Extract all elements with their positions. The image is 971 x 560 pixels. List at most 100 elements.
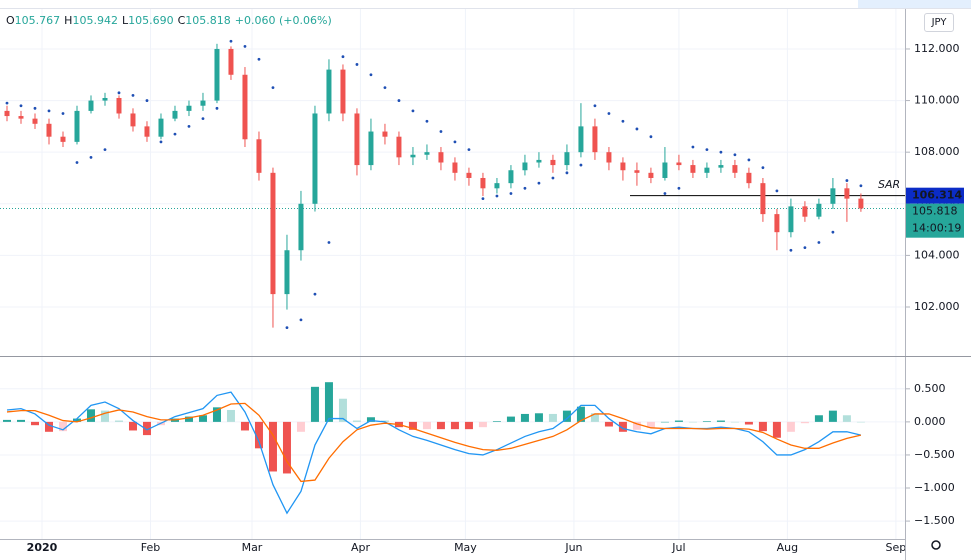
price-line-label: 106.314 <box>912 189 962 202</box>
histogram-bar <box>142 421 151 436</box>
sar-dot <box>579 163 583 167</box>
histogram-bar <box>730 421 739 423</box>
histogram-bar <box>492 421 501 422</box>
candle-body <box>648 172 654 178</box>
histogram-bar <box>366 417 375 422</box>
candle-body <box>228 48 234 75</box>
currency-button[interactable]: JPY <box>924 13 954 32</box>
signal-line <box>6 402 862 483</box>
histogram-bar <box>268 421 277 472</box>
sar-dot <box>131 94 135 97</box>
histogram-bar <box>408 421 417 430</box>
candle-body <box>270 172 276 295</box>
sar-dot <box>173 132 177 136</box>
sar-dot <box>215 106 219 110</box>
y-tick-label: 0.500 <box>914 382 946 395</box>
countdown-label: 14:00:19 <box>912 222 961 235</box>
candle-body <box>60 136 66 142</box>
candle-body <box>326 69 332 114</box>
candle-body <box>676 162 682 166</box>
histogram-bar <box>114 420 123 422</box>
candle-body <box>18 116 24 119</box>
sar-dot <box>313 292 317 296</box>
candle-body <box>704 167 710 173</box>
histogram-bar <box>240 421 249 431</box>
candle-body <box>634 170 640 173</box>
sar-dot <box>607 112 611 115</box>
y-tick-label: −1.500 <box>914 514 955 527</box>
sar-dot <box>89 155 93 159</box>
last-price-tag <box>906 203 964 238</box>
candle-body <box>88 100 94 111</box>
ohlc-value: 105.818 <box>185 14 231 27</box>
sar-dot <box>817 241 821 244</box>
candle-body <box>158 118 164 137</box>
candle-body <box>746 172 752 184</box>
x-tick-label: May <box>454 541 477 554</box>
sar-dot <box>61 112 65 115</box>
candle-body <box>578 126 584 153</box>
histogram-bar <box>786 421 795 432</box>
histogram-bar <box>674 420 683 422</box>
histogram-bar <box>506 416 515 422</box>
histogram-bar <box>772 421 781 438</box>
sar-dot <box>859 184 863 188</box>
sar-dot <box>369 73 373 77</box>
settings-icon[interactable] <box>931 540 941 550</box>
histogram-bar <box>296 421 305 432</box>
x-tick-label: 2020 <box>27 541 58 554</box>
candle-body <box>536 159 542 163</box>
candle-body <box>522 162 528 171</box>
candle-body <box>32 118 38 124</box>
histogram-bar <box>282 421 291 474</box>
candle-body <box>46 123 52 137</box>
x-tick-label: Mar <box>242 541 263 554</box>
candle-body <box>256 139 262 173</box>
ohlc-value: 105.767 <box>14 14 61 27</box>
sar-dot <box>411 109 415 113</box>
y-tick-label: 104.000 <box>914 248 960 261</box>
sar-dot <box>467 148 471 151</box>
sar-dot <box>523 186 527 190</box>
candle-body <box>858 198 864 209</box>
candle-body <box>662 162 668 178</box>
sar-dot <box>299 318 303 322</box>
y-tick-label: 102.000 <box>914 300 960 313</box>
histogram-bar <box>800 421 809 424</box>
candle-body <box>452 162 458 173</box>
toolbar-button[interactable] <box>858 0 971 8</box>
histogram-bar <box>856 421 865 423</box>
y-tick-label: −0.500 <box>914 448 955 461</box>
sar-dot <box>719 150 723 154</box>
histogram-bar <box>254 421 263 449</box>
ohlc-label: O <box>6 14 15 27</box>
sar-dot <box>425 119 429 123</box>
plot-layer: 2020 Feb Mar Apr May Jun Jul Aug Sep 102.000 104.0… <box>0 9 964 554</box>
candle-body <box>144 126 150 137</box>
candle-body <box>382 131 388 137</box>
sar-dot <box>229 39 233 43</box>
histogram-bar <box>450 421 459 430</box>
histogram-bar <box>380 420 389 422</box>
ohlc-header: O105.767 H105.942 L105.690 C105.818 +0.060 (… <box>6 14 336 27</box>
candle-body <box>424 152 430 155</box>
histogram-bar <box>100 410 109 422</box>
histogram-bar <box>2 419 11 422</box>
ohlc-label: H <box>64 14 73 27</box>
candle-body <box>592 126 598 153</box>
sar-dot <box>761 166 765 170</box>
candle-body <box>298 203 304 251</box>
x-tick-label: Apr <box>351 541 371 554</box>
histogram-bar <box>646 421 655 428</box>
gear[interactable] <box>931 540 941 550</box>
histogram-bar <box>86 409 95 422</box>
sar-dot <box>537 181 541 185</box>
candle-body <box>480 177 486 189</box>
histogram-bar <box>520 413 529 422</box>
histogram-bar <box>338 398 347 422</box>
sar-dot <box>663 192 667 195</box>
candle-body <box>186 105 192 111</box>
y-tick-label: 112.000 <box>914 42 960 55</box>
candle-body <box>284 250 290 295</box>
